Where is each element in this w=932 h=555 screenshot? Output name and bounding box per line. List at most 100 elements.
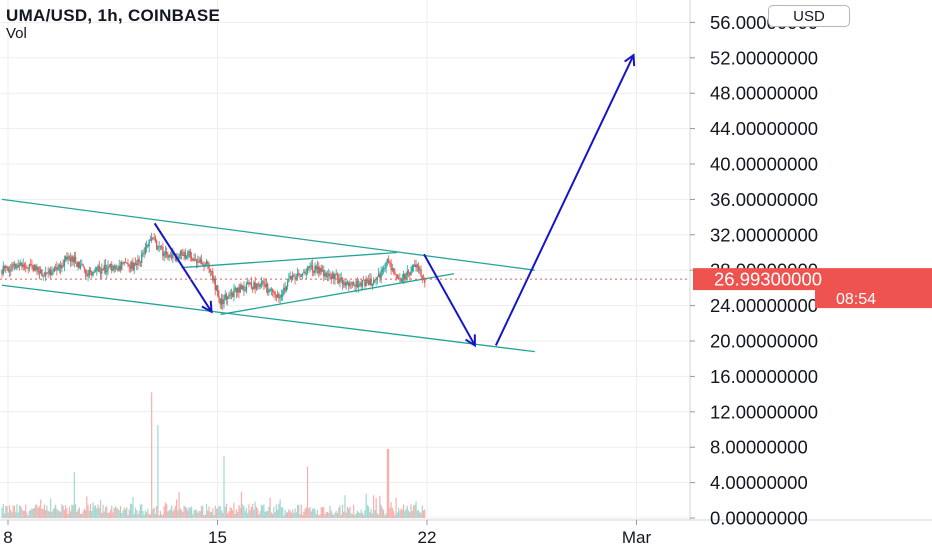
volume-bar (265, 511, 267, 518)
candle-body (214, 278, 216, 291)
volume-bar (417, 510, 420, 518)
volume-bar (230, 508, 233, 518)
candle-body (31, 264, 33, 266)
candle-body (83, 266, 86, 270)
candle-body (23, 264, 26, 268)
candle-body (81, 264, 83, 266)
volume-bar (305, 507, 307, 518)
volume-bar (3, 513, 6, 518)
candle-body (309, 265, 311, 269)
volume-bar (117, 508, 119, 518)
volume-bar (249, 510, 251, 518)
volume-bar (384, 514, 386, 518)
volume-bar (180, 509, 183, 518)
volume-bar (300, 504, 302, 518)
candle-body (316, 266, 319, 270)
volume-bar (111, 505, 113, 518)
candle-body (128, 264, 130, 267)
volume-bar (215, 508, 218, 518)
volume-bar (259, 511, 261, 518)
volume-bar (283, 515, 285, 518)
candle-body (367, 280, 370, 285)
candle-body (223, 299, 225, 305)
candle-body (148, 239, 150, 247)
candle-body (12, 264, 14, 266)
volume-bar (264, 511, 266, 518)
candle-body (106, 270, 108, 273)
candle-body (119, 265, 122, 270)
volume-bar (244, 511, 246, 518)
trend-line-4[interactable] (220, 273, 455, 316)
candle-body (87, 275, 89, 277)
candle-body (217, 285, 219, 297)
volume-bar (189, 507, 191, 518)
volume-bar (83, 508, 85, 518)
volume-bar (36, 504, 38, 518)
candle-body (255, 283, 258, 289)
candle-body (392, 268, 395, 272)
candle-body (193, 258, 195, 261)
candle-body (274, 292, 276, 295)
volume-bar (87, 505, 89, 518)
candle-body (51, 272, 53, 276)
candle-body (305, 273, 308, 274)
candle-body (210, 271, 213, 273)
trend-line-3[interactable] (181, 251, 398, 269)
volume-bar (257, 508, 259, 518)
volume-bar (172, 511, 174, 518)
volume-bar (295, 512, 297, 518)
volume-bar (334, 512, 336, 518)
candle-body (194, 258, 197, 260)
volume-bar (319, 514, 321, 518)
trend-line-2[interactable] (1, 284, 535, 353)
volume-bar (254, 501, 256, 518)
candle-body (116, 267, 118, 269)
volume-bar (361, 512, 364, 518)
volume-bar (240, 491, 243, 518)
volume-bar (311, 508, 314, 518)
candle-body (406, 271, 409, 276)
arrow-line-3[interactable] (494, 54, 635, 346)
candle-body (416, 264, 418, 268)
volume-bar (12, 505, 14, 518)
volume-bar (304, 508, 306, 518)
trend-line-1[interactable] (1, 198, 535, 271)
volume-bar (247, 512, 249, 518)
volume-bar (233, 502, 235, 518)
candle-body (135, 263, 138, 266)
candle-body (349, 283, 351, 287)
volume-bar (188, 507, 190, 518)
last-price-value: 26.99300000 (714, 269, 822, 290)
candle-body (222, 299, 224, 305)
volume-bar (50, 498, 52, 518)
price-axis-label: 32.00000000 (710, 224, 818, 245)
candle-body (279, 297, 281, 299)
candle-body (44, 272, 47, 277)
candle-body (68, 256, 71, 259)
price-axis-label: 16.00000000 (710, 366, 818, 387)
candle-body (364, 279, 366, 286)
candle-body (335, 274, 337, 276)
volume-bar (178, 492, 180, 518)
candle-body (184, 252, 187, 259)
time-axis-label: 8 (3, 528, 12, 547)
candle-body (172, 252, 174, 259)
volume-bar (46, 505, 48, 518)
candle-body (41, 269, 43, 277)
arrow-line-1[interactable] (153, 222, 213, 313)
candle-body (113, 265, 115, 270)
volume-bar (118, 510, 120, 518)
volume-bar (232, 510, 234, 518)
volume-bar (109, 509, 112, 518)
candle-body (334, 274, 336, 280)
candle-body (253, 282, 255, 290)
candle-body (111, 263, 113, 271)
candle-body (107, 266, 109, 271)
candle-body (209, 268, 211, 273)
currency-button[interactable]: USD (768, 5, 850, 27)
arrow-line-2[interactable] (423, 253, 476, 346)
candle-body (263, 281, 265, 285)
candle-body (366, 279, 369, 281)
